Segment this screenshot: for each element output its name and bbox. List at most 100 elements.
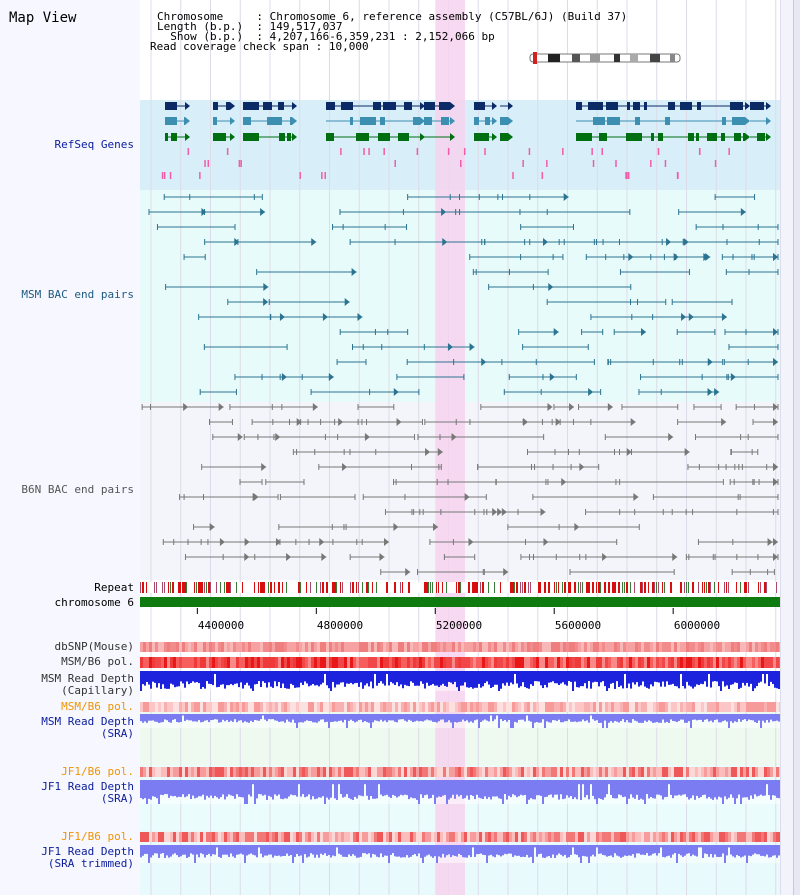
depth-bar	[706, 780, 708, 799]
gene-exon	[644, 102, 647, 110]
gene-exon	[398, 133, 409, 141]
track-label-msm-b6-pol-sra[interactable]: MSM/B6 pol.	[61, 700, 134, 713]
depth-bar	[176, 845, 178, 856]
density-cell	[524, 642, 527, 652]
density-cell	[467, 657, 470, 668]
depth-bar	[300, 780, 302, 797]
density-cell	[644, 767, 647, 777]
depth-bar	[378, 671, 380, 684]
depth-bar	[192, 780, 194, 796]
depth-bar	[390, 845, 392, 855]
density-cell	[317, 657, 320, 668]
bac-end-arrow	[714, 388, 720, 396]
track-label-chromosome[interactable]: chromosome 6	[54, 596, 134, 609]
depth-bar	[300, 714, 302, 723]
density-cell	[182, 642, 185, 652]
depth-bar	[682, 780, 684, 795]
density-cell	[632, 657, 635, 668]
depth-bar	[764, 671, 766, 684]
depth-bar	[722, 780, 724, 804]
density-cell	[623, 657, 626, 668]
depth-bar	[420, 714, 422, 722]
track-label-dbsnp[interactable]: dbSNP(Mouse)	[54, 640, 134, 653]
gene-tick	[512, 172, 514, 179]
depth-bar	[222, 780, 224, 795]
depth-bar	[290, 714, 292, 723]
density-cell	[209, 702, 212, 712]
depth-bar	[324, 845, 326, 854]
depth-bar	[498, 845, 500, 856]
depth-bar	[430, 671, 432, 686]
density-cell	[776, 642, 779, 652]
density-cell	[461, 767, 464, 777]
depth-bar	[522, 714, 524, 720]
density-cell	[272, 657, 275, 668]
density-cell	[296, 767, 299, 777]
depth-bar	[470, 780, 472, 796]
density-cell	[530, 832, 533, 842]
depth-bar	[676, 671, 678, 687]
track-label-jf1-depth-trimmed[interactable]: JF1 Read Depth (SRA trimmed)	[41, 845, 134, 870]
depth-bar	[262, 714, 264, 716]
track-label-b6n-bac[interactable]: B6N BAC end pairs	[21, 483, 134, 496]
depth-bar	[164, 845, 166, 858]
track-label-repeat[interactable]: Repeat	[94, 581, 134, 594]
depth-bar	[628, 671, 630, 684]
depth-bar	[288, 671, 290, 689]
track-label-msm-b6-pol[interactable]: MSM/B6 pol.	[61, 655, 134, 668]
repeat-block	[644, 582, 646, 593]
density-cell	[191, 702, 194, 712]
depth-bar	[436, 845, 438, 863]
depth-bar	[150, 845, 152, 858]
density-cell	[407, 767, 410, 777]
depth-bar	[492, 714, 494, 722]
depth-bar	[778, 714, 780, 722]
density-cell	[359, 832, 362, 842]
depth-bar	[282, 714, 284, 722]
density-cell	[755, 642, 758, 652]
depth-bar	[152, 845, 154, 856]
density-cell	[503, 767, 506, 777]
density-cell	[626, 642, 629, 652]
gene-exon	[635, 117, 640, 125]
density-cell	[518, 657, 521, 668]
density-cell	[650, 832, 653, 842]
vertical-scrollbar[interactable]	[793, 0, 800, 895]
depth-bar	[278, 845, 280, 856]
track-label-jf1-b6-pol[interactable]: JF1/B6 pol.	[61, 765, 134, 778]
depth-bar	[488, 714, 490, 722]
depth-bar	[594, 714, 596, 721]
density-cell	[287, 657, 290, 668]
depth-bar	[350, 671, 352, 683]
density-cell	[611, 767, 614, 777]
density-cell	[725, 767, 728, 777]
depth-bar	[586, 714, 588, 721]
density-cell	[680, 832, 683, 842]
depth-bar	[584, 845, 586, 857]
track-label-refseq-genes[interactable]: RefSeq Genes	[54, 138, 134, 151]
density-cell	[533, 642, 536, 652]
track-label-msm-depth-sra[interactable]: MSM Read Depth (SRA)	[41, 715, 134, 740]
density-cell	[680, 657, 683, 668]
density-cell	[623, 642, 626, 652]
repeat-block	[376, 582, 377, 593]
depth-bar	[188, 780, 190, 795]
density-cell	[398, 832, 401, 842]
track-label-msm-depth-capillary[interactable]: MSM Read Depth (Capillary)	[41, 672, 134, 697]
track-label-jf1-depth-sra[interactable]: JF1 Read Depth (SRA)	[41, 780, 134, 805]
gene-tick	[394, 160, 396, 167]
density-cell	[380, 642, 383, 652]
depth-bar	[412, 780, 414, 799]
density-cell	[446, 642, 449, 652]
track-label-msm-bac[interactable]: MSM BAC end pairs	[21, 288, 134, 301]
density-cell	[152, 642, 155, 652]
msm-depth-sra	[140, 714, 780, 728]
density-cell	[539, 832, 542, 842]
depth-bar	[184, 714, 186, 721]
density-cell	[416, 767, 419, 777]
density-cell	[293, 702, 296, 712]
track-label-jf1-b6-pol-2[interactable]: JF1/B6 pol.	[61, 830, 134, 843]
depth-bar	[530, 780, 532, 799]
depth-bar	[456, 671, 458, 688]
